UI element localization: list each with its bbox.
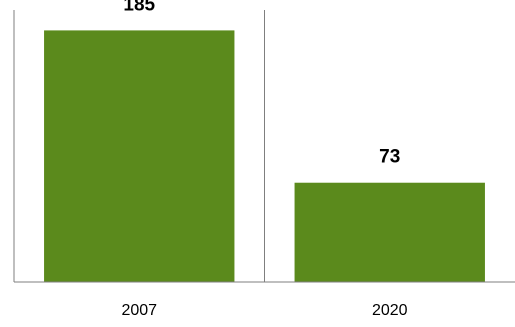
bar-2007: [44, 30, 235, 283]
x-tick-label-2007: 2007: [121, 302, 157, 319]
category-dividers: [13, 10, 265, 282]
x-tick-labels: 2007 2020: [121, 302, 407, 319]
data-label-2020: 73: [379, 147, 400, 168]
bars: [44, 30, 485, 283]
data-label-2007: 185: [123, 0, 155, 15]
data-labels: 185 73: [123, 0, 400, 168]
bar-2020: [294, 182, 485, 282]
x-tick-label-2020: 2020: [372, 302, 408, 319]
